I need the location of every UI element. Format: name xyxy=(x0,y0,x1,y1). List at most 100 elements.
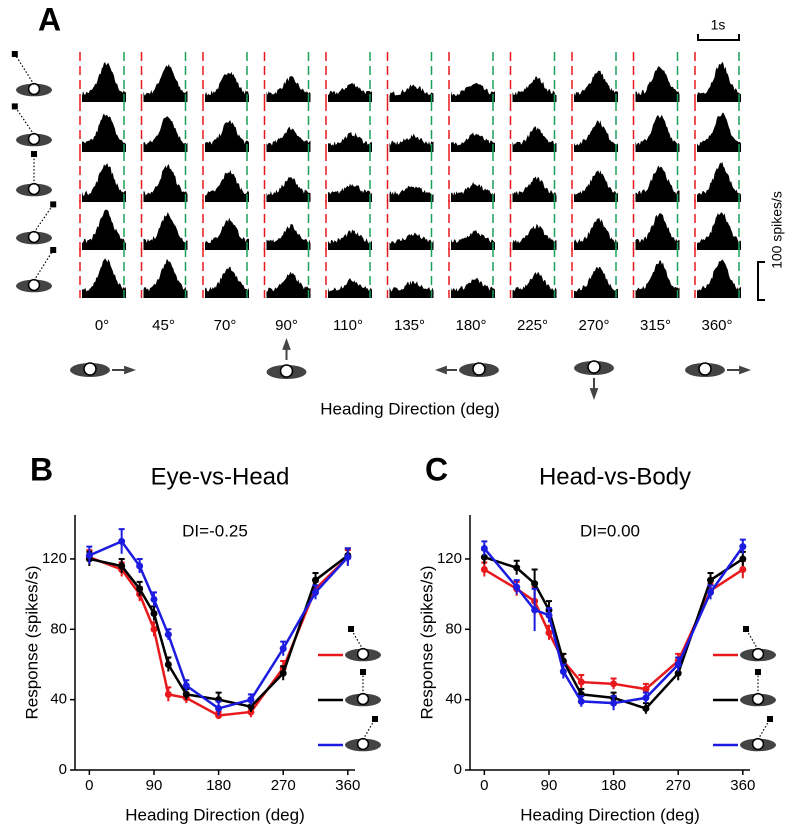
heading-label: 70° xyxy=(214,317,237,334)
icon-head xyxy=(279,364,294,378)
heading-label: 180° xyxy=(455,317,486,334)
heading-label: 270° xyxy=(578,317,609,334)
subject-icon xyxy=(685,362,725,377)
heading-label: 135° xyxy=(394,317,425,334)
x-axis-label: Heading Direction (deg) xyxy=(320,399,500,418)
time-scale-bar xyxy=(697,34,740,41)
icon-head xyxy=(27,82,41,96)
icon-target xyxy=(11,51,18,57)
psth xyxy=(205,266,249,298)
subject-icon xyxy=(266,364,307,379)
panel-label: C xyxy=(425,451,448,487)
y-tick-label: 0 xyxy=(454,761,462,778)
psth xyxy=(451,132,495,152)
x-axis-label: Heading Direction (deg) xyxy=(520,805,700,824)
psth xyxy=(389,280,434,298)
psth xyxy=(266,177,311,202)
subject-icon xyxy=(345,626,381,662)
x-tick-label: 90 xyxy=(146,777,163,794)
subject-icon xyxy=(11,103,52,147)
subject-icon xyxy=(16,201,57,245)
data-point xyxy=(531,580,539,588)
x-tick-label: 270 xyxy=(666,777,691,794)
data-point xyxy=(150,595,158,603)
icon-head xyxy=(27,230,41,244)
data-point xyxy=(247,696,255,704)
series-line xyxy=(483,568,744,691)
arrow-head xyxy=(589,388,599,400)
subject-icon xyxy=(345,669,381,707)
icon-head xyxy=(27,182,41,196)
icon-head xyxy=(27,132,41,146)
y-tick-label: 120 xyxy=(437,550,462,567)
psth xyxy=(82,62,126,102)
icon-head xyxy=(356,737,370,751)
icon-head xyxy=(356,692,370,706)
data-point xyxy=(642,704,650,712)
time-scale-label: 1s xyxy=(711,17,726,33)
y-axis-label: Response (spikes/s) xyxy=(417,565,436,719)
subject-icon xyxy=(16,151,52,197)
psth xyxy=(143,259,188,298)
icon-head xyxy=(751,692,765,706)
icon-gaze xyxy=(745,628,759,650)
psth xyxy=(512,176,557,202)
psth xyxy=(328,229,372,250)
chart-title: Head-vs-Body xyxy=(539,463,691,490)
psth xyxy=(389,133,434,152)
panel-label: B xyxy=(30,451,53,487)
data-point xyxy=(545,611,553,619)
icon-gaze xyxy=(33,249,54,281)
arrow-head xyxy=(739,365,751,375)
arrow-head xyxy=(435,365,447,375)
icon-target xyxy=(767,716,773,722)
psth xyxy=(328,183,372,202)
icon-head xyxy=(587,360,601,374)
data-point xyxy=(279,645,287,653)
psth xyxy=(266,271,311,298)
icon-target xyxy=(50,247,57,253)
icon-head xyxy=(751,737,765,751)
data-point xyxy=(610,699,618,707)
psth xyxy=(697,212,741,250)
arrow-head xyxy=(124,365,136,375)
subject-icon xyxy=(740,669,776,707)
subject-icon xyxy=(740,626,776,662)
psth xyxy=(82,113,126,152)
subject-icon xyxy=(345,716,381,752)
data-point xyxy=(480,544,488,552)
psth xyxy=(574,70,618,102)
panel-label: A xyxy=(38,1,61,37)
heading-label: 90° xyxy=(275,317,298,334)
psth xyxy=(205,169,249,202)
x-tick-label: 180 xyxy=(601,777,626,794)
data-point xyxy=(215,704,223,712)
subject-icon xyxy=(11,51,52,97)
psth xyxy=(697,259,741,298)
psth xyxy=(512,223,557,250)
subject-icon xyxy=(459,362,499,377)
data-point xyxy=(739,555,747,563)
data-point xyxy=(164,660,172,668)
psth xyxy=(451,82,495,102)
data-point xyxy=(164,631,172,639)
psth xyxy=(205,217,249,250)
icon-gaze xyxy=(362,718,376,740)
data-point xyxy=(707,588,715,596)
data-point xyxy=(610,680,618,688)
data-point xyxy=(480,566,488,574)
psth xyxy=(328,82,372,102)
x-axis-label: Heading Direction (deg) xyxy=(125,805,305,824)
y-tick-label: 80 xyxy=(445,620,462,637)
data-point xyxy=(577,697,585,705)
data-point xyxy=(312,576,320,584)
icon-target xyxy=(11,103,18,110)
data-point xyxy=(642,694,650,702)
icon-head xyxy=(472,362,486,376)
heading-label: 315° xyxy=(640,317,671,334)
psth xyxy=(389,232,434,250)
psth xyxy=(143,64,188,102)
icon-target xyxy=(372,716,378,722)
icon-target xyxy=(348,626,354,632)
data-point xyxy=(674,660,682,668)
